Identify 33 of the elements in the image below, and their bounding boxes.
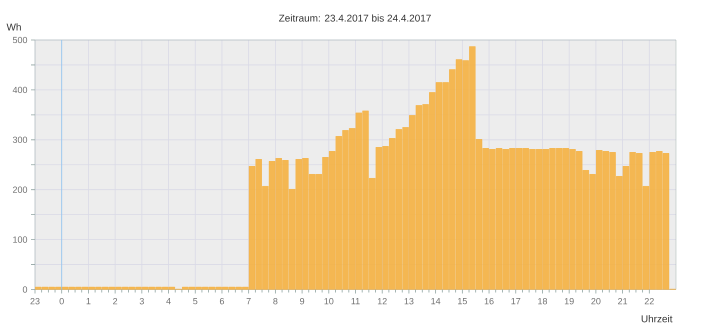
y-tick-label: 100 [13,236,28,243]
y-tick-label: 0 [22,286,28,293]
x-tick-label: 20 [591,298,601,304]
x-tick-label: 16 [484,298,494,304]
x-tick-label: 15 [458,298,467,304]
y-tick-label: 200 [12,186,28,193]
x-tick-label: 2 [113,298,118,304]
x-tick-label: 10 [324,298,334,304]
y-axis-title: Wh [6,23,21,30]
chart-title: Zeitraum: 23.4.2017 bis 24.4.2017 [278,14,431,22]
x-tick-label: 11 [352,298,360,304]
x-tick-label: 22 [644,298,654,304]
x-tick-label: 17 [511,298,520,304]
x-tick-label: 1 [86,298,90,304]
y-tick-label: 500 [12,36,28,44]
x-tick-label: 5 [193,298,198,304]
y-tick-label: 400 [12,86,28,94]
x-tick-label: 9 [300,298,304,304]
x-tick-label: 23 [30,298,40,304]
x-tick-label: 19 [564,298,574,304]
x-tick-label: 0 [60,298,64,304]
x-tick-label: 3 [140,298,144,304]
x-tick-label: 13 [404,298,414,304]
x-tick-label: 4 [166,298,171,304]
x-tick-label: 21 [618,298,628,304]
x-axis-title: Uhrzeit [642,315,672,322]
x-tick-label: 14 [431,298,440,304]
x-tick-label: 8 [273,298,278,304]
x-tick-label: 6 [220,298,224,304]
x-tick-label: 18 [538,298,548,304]
x-tick-label: 7 [246,298,251,304]
x-tick-label: 12 [378,298,387,304]
y-tick-label: 300 [12,136,28,143]
